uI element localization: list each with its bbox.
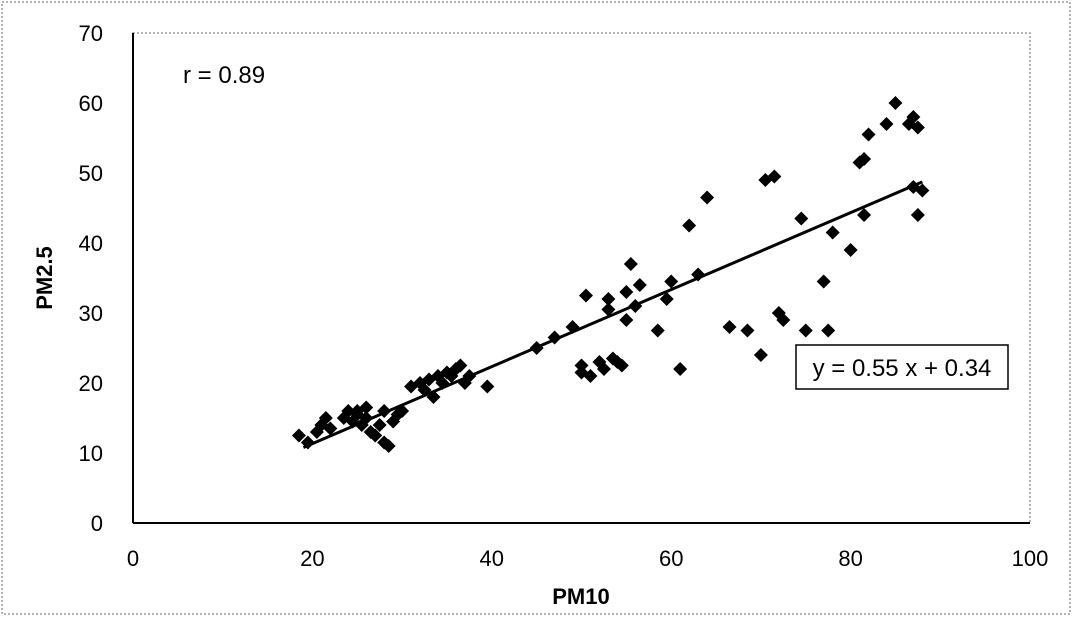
- x-tick-label: 80: [838, 546, 862, 571]
- x-axis-title: PM10: [552, 584, 609, 609]
- x-tick-label: 40: [480, 546, 504, 571]
- data-point: [480, 379, 495, 394]
- data-point: [578, 288, 593, 303]
- data-point: [650, 323, 665, 338]
- data-point: [879, 117, 894, 131]
- data-point: [291, 428, 306, 443]
- data-point: [368, 428, 383, 443]
- data-point: [753, 348, 768, 362]
- data-point: [664, 274, 679, 289]
- data-point: [888, 96, 903, 110]
- equation-box: [795, 344, 1009, 390]
- y-tick-label: 20: [79, 371, 103, 396]
- data-point: [794, 211, 809, 226]
- x-tick-label: 20: [300, 546, 324, 571]
- data-point: [915, 183, 930, 198]
- data-point: [843, 243, 858, 257]
- y-axis-title: PM2.5: [32, 246, 57, 310]
- data-point: [700, 190, 715, 205]
- trendline-group: [302, 180, 923, 449]
- data-point: [453, 358, 468, 373]
- data-point: [910, 120, 925, 135]
- data-point: [601, 292, 616, 306]
- data-point: [632, 278, 647, 292]
- data-point: [816, 274, 831, 289]
- axes: [132, 33, 1030, 524]
- trendline: [302, 180, 923, 449]
- data-points: [291, 96, 930, 453]
- y-tick-label: 60: [79, 91, 103, 116]
- data-point: [619, 313, 634, 327]
- data-point: [623, 257, 638, 271]
- data-point: [372, 418, 387, 432]
- data-point: [767, 169, 782, 184]
- data-point: [659, 292, 674, 306]
- data-point: [601, 302, 616, 317]
- data-point: [673, 362, 688, 376]
- y-tick-label: 30: [79, 301, 103, 326]
- x-tick-label: 0: [127, 546, 139, 571]
- data-point: [740, 323, 755, 338]
- y-tick-label: 40: [79, 231, 103, 256]
- data-point: [318, 411, 333, 425]
- data-point: [619, 285, 634, 299]
- data-point: [323, 421, 338, 436]
- data-point: [682, 218, 697, 233]
- y-tick-label: 10: [79, 441, 103, 466]
- data-point: [722, 320, 737, 334]
- data-point: [910, 208, 925, 222]
- data-point: [861, 127, 876, 142]
- y-tick-label: 70: [79, 21, 103, 46]
- data-point: [825, 225, 840, 240]
- x-tick-label: 100: [1012, 546, 1049, 571]
- data-point: [596, 362, 611, 376]
- equation-annotation: y = 0.55 x + 0.34: [813, 355, 992, 382]
- y-tick-label: 0: [91, 511, 103, 536]
- data-point: [614, 358, 629, 373]
- data-point: [857, 152, 872, 166]
- data-point: [776, 313, 791, 327]
- data-point: [583, 369, 598, 383]
- x-tick-labels: 0 20 40 60 80 100: [127, 546, 1048, 571]
- data-point: [381, 439, 396, 453]
- x-tick-label: 60: [659, 546, 683, 571]
- y-tick-label: 50: [79, 161, 103, 186]
- data-point: [798, 323, 813, 338]
- correlation-annotation: r = 0.89: [183, 62, 265, 89]
- data-point: [574, 358, 589, 373]
- y-tick-labels: 0 10 20 30 40 50 60 70: [79, 21, 103, 536]
- data-point: [821, 323, 836, 338]
- data-point: [906, 110, 921, 124]
- data-point: [857, 208, 872, 222]
- data-point: [359, 400, 374, 415]
